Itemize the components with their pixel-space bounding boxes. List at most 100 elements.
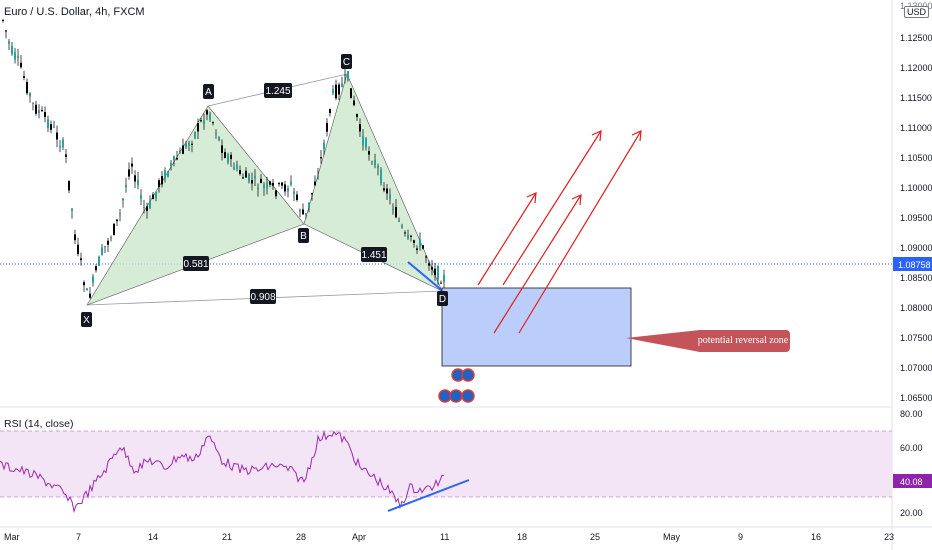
candle-body bbox=[215, 133, 217, 135]
event-flags[interactable] bbox=[438, 368, 475, 403]
rsi-trendline[interactable] bbox=[387, 479, 470, 512]
candle-body bbox=[353, 100, 355, 106]
rsi-tick: 80.00 bbox=[900, 409, 923, 419]
candle-body bbox=[146, 206, 148, 211]
candle-body bbox=[11, 45, 13, 55]
candle-body bbox=[329, 109, 331, 114]
candle-body bbox=[437, 266, 439, 280]
projection-arrows[interactable] bbox=[477, 130, 642, 334]
candle-body bbox=[152, 194, 154, 200]
candle-body bbox=[14, 52, 16, 60]
candle-body bbox=[350, 88, 352, 99]
rsi-tick: 20.00 bbox=[900, 508, 923, 518]
time-tick: 16 bbox=[811, 532, 821, 542]
candle-body bbox=[92, 276, 94, 283]
point-a-label: A bbox=[205, 87, 212, 98]
rsi-value-badge bbox=[893, 474, 932, 488]
candle-body bbox=[56, 132, 58, 140]
candle-body bbox=[59, 146, 61, 148]
candle-body bbox=[80, 258, 82, 261]
price-tick: 1.11500 bbox=[900, 93, 932, 103]
candle-body bbox=[440, 282, 442, 284]
candle-body bbox=[395, 206, 397, 218]
price-axis[interactable]: 1.13000 1.12500 1.12000 1.11500 1.11000 … bbox=[900, 1, 932, 403]
candle-body bbox=[422, 245, 424, 249]
candle-body bbox=[419, 239, 421, 247]
candle-body bbox=[173, 156, 175, 161]
pattern-point-labels: X A B C D bbox=[81, 54, 448, 327]
candle-body bbox=[233, 166, 235, 170]
price-tick: 1.07500 bbox=[900, 333, 932, 343]
candle-body bbox=[374, 160, 376, 166]
candle-body bbox=[428, 263, 430, 266]
price-tick: 1.10000 bbox=[900, 183, 932, 193]
candle-body bbox=[401, 225, 403, 228]
rsi-line bbox=[0, 430, 445, 514]
candle-body bbox=[110, 237, 112, 239]
rsi-axis[interactable]: 80.00 60.00 20.00 bbox=[900, 409, 923, 518]
candle-body bbox=[287, 188, 289, 192]
candle-body bbox=[317, 175, 319, 178]
candle-body bbox=[263, 184, 265, 189]
candle-body bbox=[434, 268, 436, 276]
candle-body bbox=[209, 114, 211, 120]
time-tick: 28 bbox=[296, 532, 306, 542]
candle-body bbox=[266, 182, 268, 189]
candle-body bbox=[83, 282, 85, 286]
candle-body bbox=[251, 180, 253, 184]
candle-body bbox=[260, 178, 262, 183]
candle-body bbox=[284, 184, 286, 192]
candle-body bbox=[413, 240, 415, 243]
rsi-indicator-title[interactable]: RSI (14, close) bbox=[4, 418, 74, 430]
candle-body bbox=[155, 191, 157, 199]
candle-body bbox=[242, 177, 244, 179]
candle-body bbox=[344, 74, 346, 77]
candle-body bbox=[356, 114, 358, 118]
candle-body bbox=[101, 247, 103, 255]
candle-body bbox=[398, 220, 400, 222]
time-tick: May bbox=[663, 532, 681, 542]
reversal-zone-callout[interactable]: potential reversal zone bbox=[696, 330, 790, 352]
candle-body bbox=[314, 181, 316, 186]
time-tick: 7 bbox=[76, 532, 81, 542]
candle-body bbox=[239, 170, 241, 174]
time-tick: 23 bbox=[884, 532, 894, 542]
candle-body bbox=[95, 266, 97, 271]
point-x-label: X bbox=[83, 315, 90, 326]
time-tick: 9 bbox=[738, 532, 743, 542]
candle-body bbox=[170, 163, 172, 167]
candle-body bbox=[128, 169, 130, 177]
candle-body bbox=[383, 188, 385, 191]
candle-body bbox=[182, 145, 184, 154]
candle-body bbox=[272, 182, 274, 186]
candle-body bbox=[326, 122, 328, 132]
candle-body bbox=[224, 152, 226, 158]
candle-body bbox=[158, 180, 160, 187]
candle-body bbox=[368, 151, 370, 155]
candle-body bbox=[341, 83, 343, 87]
candle-body bbox=[86, 288, 88, 291]
point-c-label: C bbox=[343, 57, 350, 68]
candle-body bbox=[5, 30, 7, 32]
price-tick: 1.11000 bbox=[900, 123, 932, 133]
symbol-title[interactable]: Euro / U.S. Dollar, 4h, FXCM bbox=[4, 6, 145, 18]
reversal-zone-box[interactable] bbox=[441, 287, 632, 367]
currency-badge[interactable]: USD bbox=[904, 6, 930, 18]
candle-body bbox=[8, 41, 10, 44]
candle-body bbox=[65, 154, 67, 158]
candle-body bbox=[77, 244, 79, 255]
candle-body bbox=[23, 76, 25, 78]
candle-body bbox=[89, 293, 91, 298]
rsi-tick: 60.00 bbox=[900, 443, 923, 453]
candle-body bbox=[74, 234, 76, 241]
candle-body bbox=[323, 142, 325, 149]
candle-body bbox=[296, 194, 298, 200]
candle-body bbox=[278, 183, 280, 185]
candle-body bbox=[149, 200, 151, 208]
price-tick: 1.08000 bbox=[900, 303, 932, 313]
candle-body bbox=[311, 192, 313, 195]
time-axis[interactable]: Mar 7 14 21 28 Apr 11 18 25 May 9 16 23 bbox=[4, 532, 894, 542]
candle-body bbox=[167, 171, 169, 177]
candle-body bbox=[365, 138, 367, 148]
